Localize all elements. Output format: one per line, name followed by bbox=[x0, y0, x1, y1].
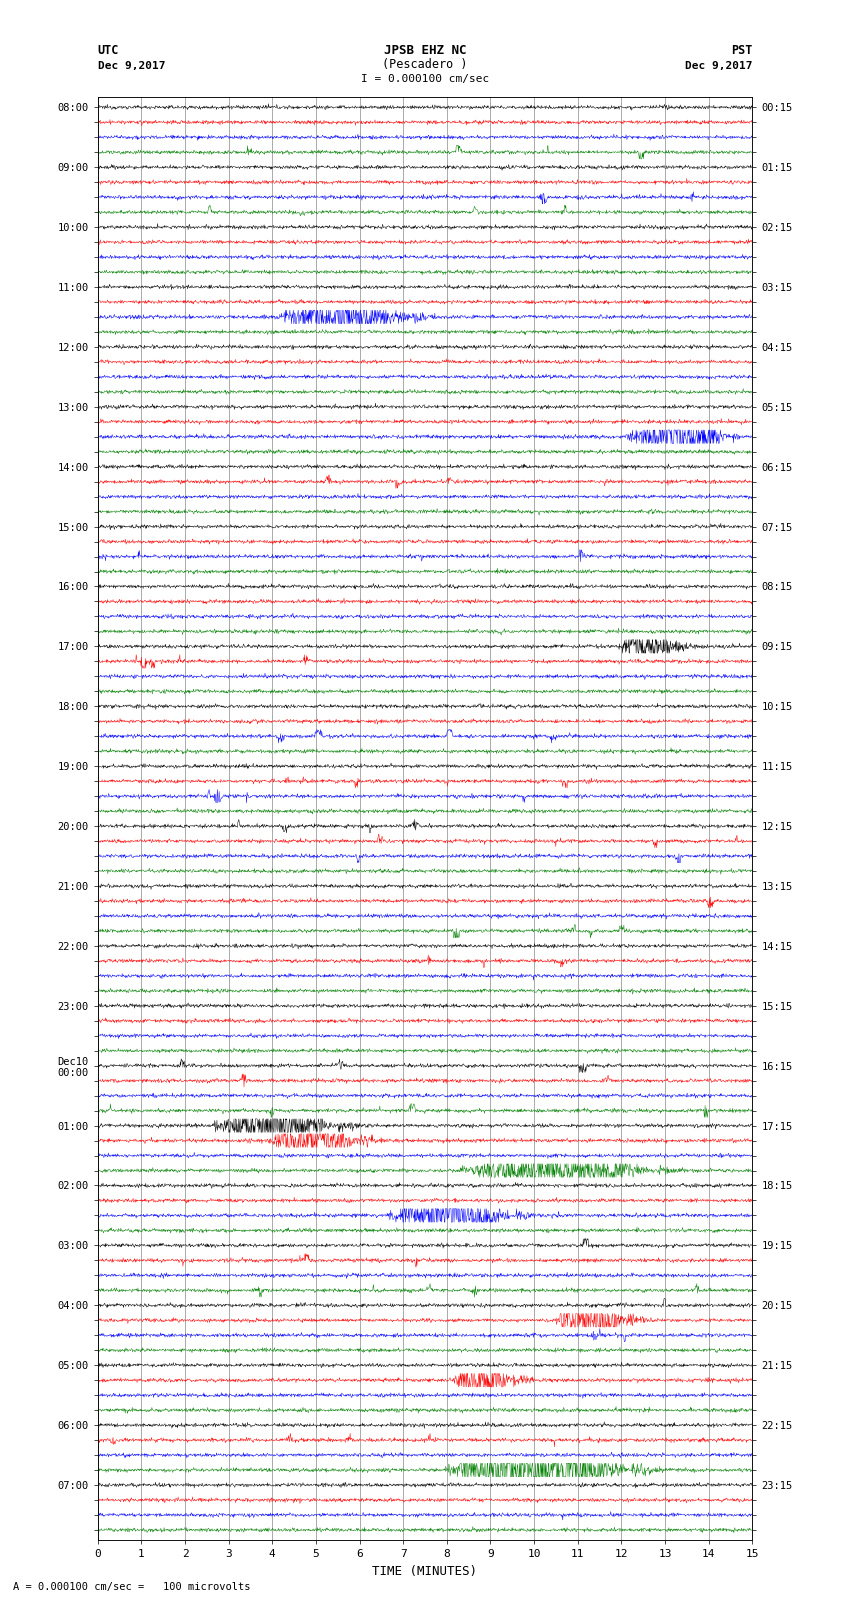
Text: JPSB EHZ NC: JPSB EHZ NC bbox=[383, 44, 467, 56]
Text: A = 0.000100 cm/sec =   100 microvolts: A = 0.000100 cm/sec = 100 microvolts bbox=[13, 1582, 250, 1592]
Text: I = 0.000100 cm/sec: I = 0.000100 cm/sec bbox=[361, 74, 489, 84]
Text: Dec 9,2017: Dec 9,2017 bbox=[685, 61, 752, 71]
Text: Dec 9,2017: Dec 9,2017 bbox=[98, 61, 165, 71]
Text: (Pescadero ): (Pescadero ) bbox=[382, 58, 468, 71]
Text: UTC: UTC bbox=[98, 44, 119, 56]
X-axis label: TIME (MINUTES): TIME (MINUTES) bbox=[372, 1565, 478, 1578]
Text: PST: PST bbox=[731, 44, 752, 56]
